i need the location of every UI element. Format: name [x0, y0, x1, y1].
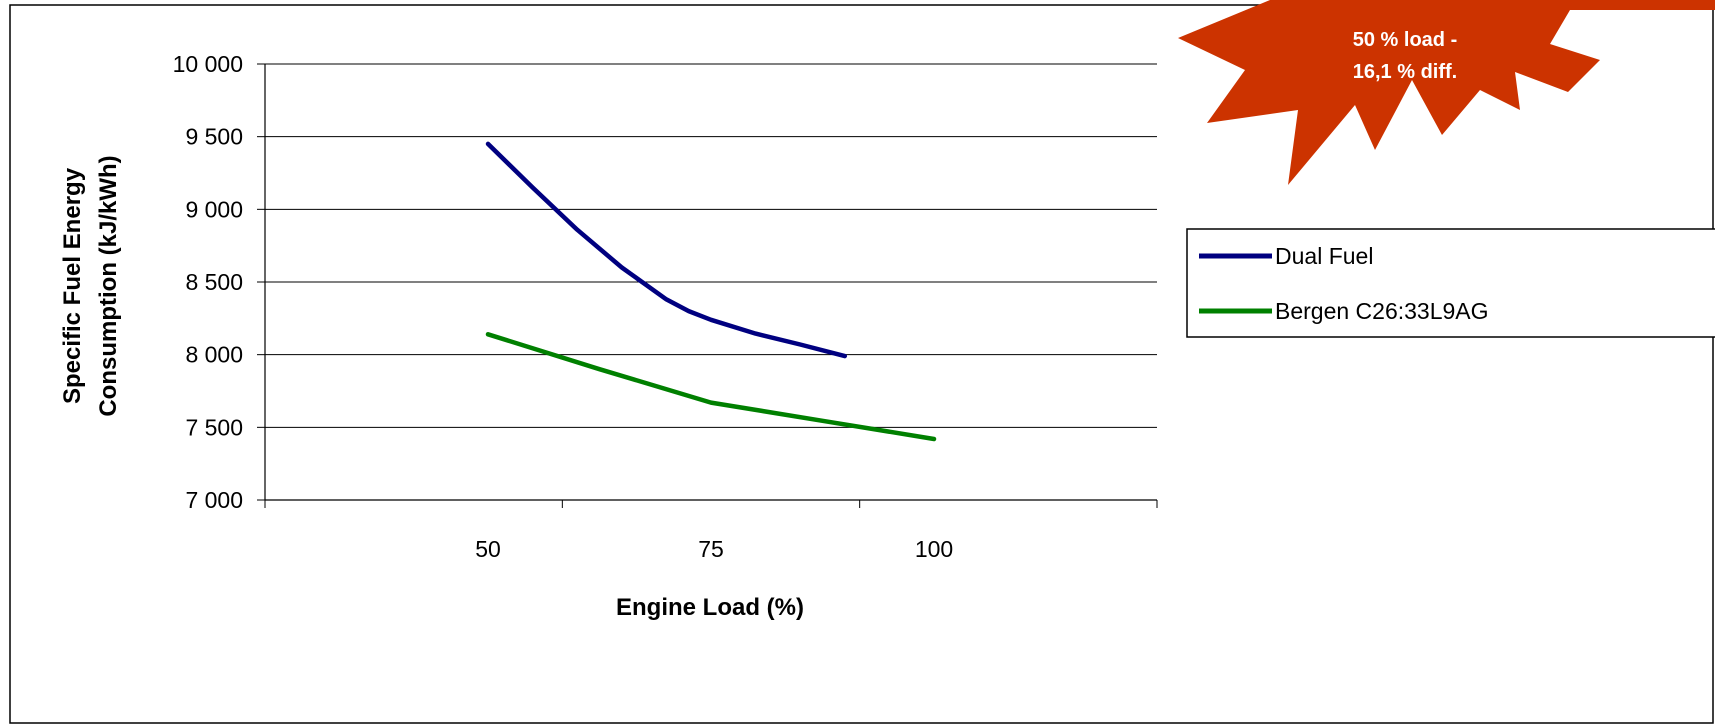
y-tick-label: 8 000: [185, 342, 243, 368]
axes: [257, 63, 1158, 508]
series-line: [485, 332, 937, 442]
series-lines: [485, 141, 937, 442]
y-axis-title-line-1: Specific Fuel Energy: [59, 167, 86, 404]
x-tick-label: 75: [698, 536, 724, 562]
x-tick-label: 100: [915, 536, 953, 562]
legend: Dual Fuel Bergen C26:33L9AG: [1186, 228, 1715, 338]
x-tick-labels: 50 75 100: [475, 536, 953, 562]
y-axis-title: Specific Fuel Energy Consumption (kJ/kWh…: [59, 155, 122, 416]
callout-text-line-2: 16,1 % diff.: [1353, 61, 1457, 83]
y-tick-label: 10 000: [173, 51, 243, 77]
chart-frame: [9, 4, 1714, 724]
series-line: [485, 141, 848, 359]
legend-label-bergen: Bergen C26:33L9AG: [1275, 298, 1489, 324]
y-tick-label: 9 500: [185, 124, 243, 150]
y-tick-labels: 7 000 7 500 8 000 8 500 9 000 9 500 10 000: [173, 51, 243, 513]
callout-text-line-1: 50 % load -: [1353, 29, 1457, 51]
callout-starburst: 50 % load - 16,1 % diff.: [1178, 0, 1715, 185]
legend-box: [1186, 228, 1715, 338]
y-tick-label: 9 000: [185, 196, 243, 222]
y-axis-title-line-2: Consumption (kJ/kWh): [95, 155, 122, 416]
legend-label-dual-fuel: Dual Fuel: [1275, 243, 1373, 269]
x-tick-label: 50: [475, 536, 501, 562]
y-tick-label: 7 000: [185, 487, 243, 513]
callout-starburst-shape: [1178, 0, 1715, 185]
gridlines: [265, 63, 1157, 428]
y-tick-label: 7 500: [185, 414, 243, 440]
y-tick-label: 8 500: [185, 269, 243, 295]
x-axis-title: Engine Load (%): [616, 594, 804, 621]
